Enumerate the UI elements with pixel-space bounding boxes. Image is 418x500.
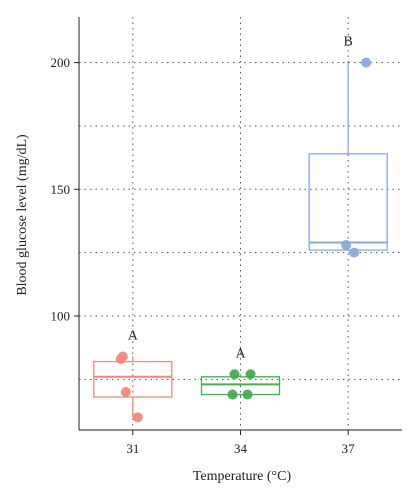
data-point — [341, 240, 352, 251]
box — [93, 360, 173, 398]
axes: 100 150 200 31 34 37 — [51, 17, 402, 456]
group-label-37: B — [343, 35, 352, 50]
box-group-37: B — [308, 35, 388, 258]
x-tick-label: 37 — [342, 441, 356, 456]
data-point — [132, 412, 143, 423]
data-point — [115, 354, 126, 365]
x-tick-label: 31 — [126, 441, 139, 456]
y-tick-label: 150 — [51, 182, 71, 197]
data-point — [227, 389, 238, 400]
group-label-34: A — [235, 346, 246, 361]
box — [308, 153, 388, 251]
box — [200, 376, 281, 396]
x-tick-label: 34 — [234, 441, 248, 456]
x-axis-label: Temperature (°C) — [193, 469, 292, 484]
data-point — [361, 57, 372, 68]
data-point — [120, 386, 131, 397]
boxes: A A B — [93, 35, 388, 423]
box-group-34: A — [200, 346, 281, 400]
box-group-31: A — [93, 329, 173, 423]
y-tick-label: 100 — [51, 308, 71, 323]
gridlines — [79, 17, 402, 430]
group-label-31: A — [128, 329, 139, 344]
data-point — [245, 369, 256, 380]
data-point — [349, 247, 360, 258]
data-point — [229, 369, 240, 380]
data-point — [242, 389, 253, 400]
y-tick-label: 200 — [51, 55, 71, 70]
y-axis-label: Blood glucose level (mg/dL) — [15, 134, 30, 296]
